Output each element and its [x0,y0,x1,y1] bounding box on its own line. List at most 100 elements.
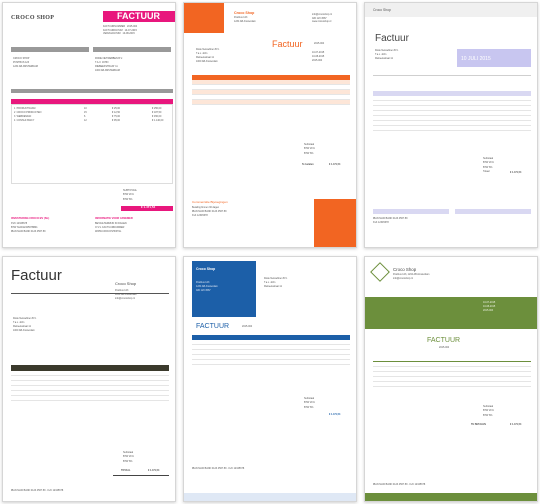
totals-block: Subtotaal BTW 21% BTW 6% [304,143,315,155]
table-header [11,365,169,371]
total-underline [113,475,169,476]
footer-left-heading: INVESTERING CROCO BV (NL) [11,217,50,220]
footer-text: IBAN NL00 BANK 0123 4567 89 KvK 12345678 [373,217,408,224]
client-address: Rode Netwebben B.V. T.a.v. John Riebeekstr… [264,277,288,288]
table-header [373,357,531,362]
client-name: Rode Netwebben B.V. [196,48,220,51]
invoice-title: FACTUUR [196,323,230,330]
table-row [11,391,169,396]
invoice-template-pink[interactable]: CROCO SHOP FACTUUR FACTUURNUMMER 2015-00… [2,2,176,248]
invoice-title: Factuur [272,39,303,49]
items-table [373,362,531,392]
table-row [11,371,169,376]
table-row [373,377,531,382]
invoice-template-orange[interactable]: Croco Shop Postbus 123 1234 AB Amsterdam … [183,2,357,248]
client-name: Rode Netwebben B.V. [264,277,288,280]
footer-band [184,493,356,501]
invoice-number: 2015-004 [242,325,253,328]
brand-name: Croco Shop [234,11,255,15]
totals-block: Subtotaal BTW 21% BTW 6% Totaal [483,157,494,173]
sidebar-block [192,261,256,317]
sender-address: Postbus 123, 1234 AB Amsterdam info@croco… [393,273,430,280]
invoice-template-green[interactable]: Croco Shop Postbus 123, 1234 AB Amsterda… [364,256,538,502]
info-bar [11,89,173,93]
item-amount: € 250,00 € 187,50 € 450,00 € 1.140,00 [152,107,164,123]
invoice-template-blue[interactable]: Croco Shop Postbus 123 1234 AB Amsterdam 0… [183,256,357,502]
total-label: TOTAAL [121,469,131,472]
footer-text: IBAN NL00 BANK 0123 4567 89 · KvK 123456… [192,467,245,470]
sender-address: Postbus 123 1234 AB Amsterdam 020 123 4567 [196,281,218,292]
footer-heading: Commerciële Bijvoegingen [192,200,228,204]
sender-address: CROCO SHOP POSTBUS 123 1234 AB AMSTERDAM [13,57,38,68]
client-address: Rode Netwebben B.V. T.a.v. John Riebeekstr… [375,49,399,60]
date-box [457,49,531,67]
client-bar [93,47,171,52]
totals-block: Subtotaal BTW 21% BTW 6% [483,405,494,417]
brand-name: Croco Shop [393,267,417,272]
invoice-title: FACTUUR [117,11,160,21]
client-address: Rode Netwebben B.V. T.a.v. John Riebeekstr… [196,48,220,63]
client-name: Rode Netwebben B.V. [13,317,37,320]
items-table [192,80,350,108]
totals-block: Subtotaal BTW 21% BTW 6% [123,451,134,463]
divider [11,293,169,294]
total-bar [121,206,173,211]
header-band [365,297,537,329]
table-row [11,376,169,381]
invoice-template-lavender[interactable]: Croco Shop Factuur 10 JULI 2015 Rode Net… [364,2,538,248]
table-row [192,345,350,350]
table-header [192,335,350,340]
items-table: 1 PRODUCTNAAM 2 CROCO PRODUCTEN 3 WEBDESIG… [11,104,173,184]
table-header [11,99,173,104]
invoice-date: 10 JULI 2015 [461,56,491,62]
footer-left-text: KVK 12345678 BTW NL0012345678B01 IBAN NL00… [11,222,46,233]
items-table [11,371,169,421]
brand-name: Croco Shop [196,267,216,271]
items-table [373,96,531,151]
footer-right-heading: INFORMATIE VOOR AFNEMER [95,217,133,220]
total-amount: € 1.471,54 [329,413,341,416]
items-table [192,340,350,370]
corner-block-top [184,3,224,33]
invoice-title: Factuur [11,267,62,284]
total-amount: € 1.471,54 [510,423,522,426]
footer-text: IBAN NL00 BANK 0123 4567 89 · KvK 123456… [373,483,426,486]
divider [373,75,531,76]
table-row [192,350,350,355]
table-row [11,396,169,401]
sender-address: Postbus 123 1234 AB Amsterdam info@crocosh… [115,289,137,300]
item-qty: 10 15 6 12 [84,107,87,123]
total-amount: € 1.471,54 [141,205,156,209]
table-row [373,367,531,372]
sender-bar [11,47,89,52]
table-row [11,381,169,386]
meta-block: FACTUURNUMMER 2015-004 FACTUURDATUM 10-07… [103,25,138,36]
table-row [373,126,531,131]
totals-block: SUBTOTAAL BTW 21% BTW 6% [123,189,137,201]
table-row [373,382,531,387]
table-row [192,90,350,95]
table-row [373,372,531,377]
brand-name: Croco Shop [115,281,137,286]
meta-block: 10-07-2015 10-08-2015 2015-004 [483,301,496,312]
footer-right-text: BETAALTERMIJN 30 DAGEN O.V.V. FACTUURNUMM… [95,222,127,233]
client-address: Rode Netwebben B.V. T.a.v. John Riebeekstr… [13,317,37,332]
totals-block: Subtotaal BTW 21% BTW 6% [304,397,315,409]
footer-text: IBAN NL00 BANK 0123 4567 89 · KvK 123456… [11,489,64,492]
table-row [373,101,531,106]
item-price: € 25,00 € 12,50 € 75,00 € 95,00 [112,107,120,123]
table-row [192,85,350,90]
client-name: Rode Netwebben B.V. [375,49,399,52]
table-header [192,75,350,80]
total-amount: € 1.471,54 [510,171,522,174]
table-row [192,80,350,85]
total-amount: € 1.471,54 [329,163,341,166]
corner-block-bottom [314,199,356,247]
invoice-number: 2015-004 [314,42,325,45]
logo-icon [370,262,390,282]
table-header [373,91,531,96]
invoice-template-dark[interactable]: Factuur Croco Shop Postbus 123 1234 AB Am… [2,256,176,502]
footer-band [365,493,537,501]
table-row [192,100,350,105]
footer-bar-right [455,209,531,214]
